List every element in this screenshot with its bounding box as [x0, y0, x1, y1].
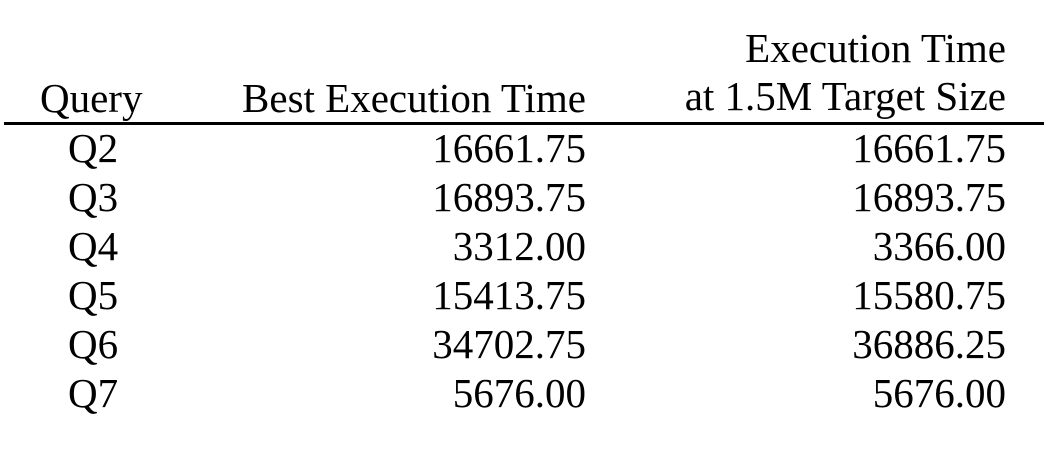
header-execution-time-target: Execution Time at 1.5M Target Size: [685, 24, 1006, 120]
table-row: Q7 5676.00 5676.00: [0, 369, 1052, 418]
cell-best-execution-time: 5676.00: [452, 370, 586, 416]
table-row: Q4 3312.00 3366.00: [0, 222, 1052, 271]
cell-best-execution-time: 3312.00: [452, 223, 586, 269]
table-row: Q3 16893.75 16893.75: [0, 173, 1052, 222]
header-best-execution-time: Best Execution Time: [242, 75, 586, 121]
cell-best-execution-time: 15413.75: [432, 272, 586, 318]
table-header: Query Best Execution Time Execution Time…: [0, 0, 1052, 122]
cell-query: Q4: [68, 223, 119, 269]
table-row: Q5 15413.75 15580.75: [0, 271, 1052, 320]
table-row: Q2 16661.75 16661.75: [0, 124, 1052, 173]
cell-execution-time-target: 15580.75: [852, 272, 1006, 318]
header-rule: [4, 122, 1044, 125]
cell-best-execution-time: 16661.75: [432, 125, 586, 171]
header-execution-time-line1: Execution Time: [745, 25, 1006, 71]
cell-query: Q2: [68, 125, 119, 171]
cell-execution-time-target: 36886.25: [852, 321, 1006, 367]
header-execution-time-line2: at 1.5M Target Size: [684, 73, 1006, 119]
cell-query: Q7: [68, 370, 119, 416]
cell-query: Q3: [68, 174, 119, 220]
cell-execution-time-target: 3366.00: [872, 223, 1006, 269]
cell-best-execution-time: 16893.75: [432, 174, 586, 220]
cell-execution-time-target: 16893.75: [852, 174, 1006, 220]
cell-query: Q5: [68, 272, 119, 318]
cell-query: Q6: [68, 321, 119, 367]
header-query: Query: [40, 75, 143, 121]
table-body: Q2 16661.75 16661.75 Q3 16893.75 16893.7…: [0, 124, 1052, 418]
cell-execution-time-target: 5676.00: [872, 370, 1006, 416]
cell-best-execution-time: 34702.75: [432, 321, 586, 367]
cell-execution-time-target: 16661.75: [852, 125, 1006, 171]
table-row: Q6 34702.75 36886.25: [0, 320, 1052, 369]
